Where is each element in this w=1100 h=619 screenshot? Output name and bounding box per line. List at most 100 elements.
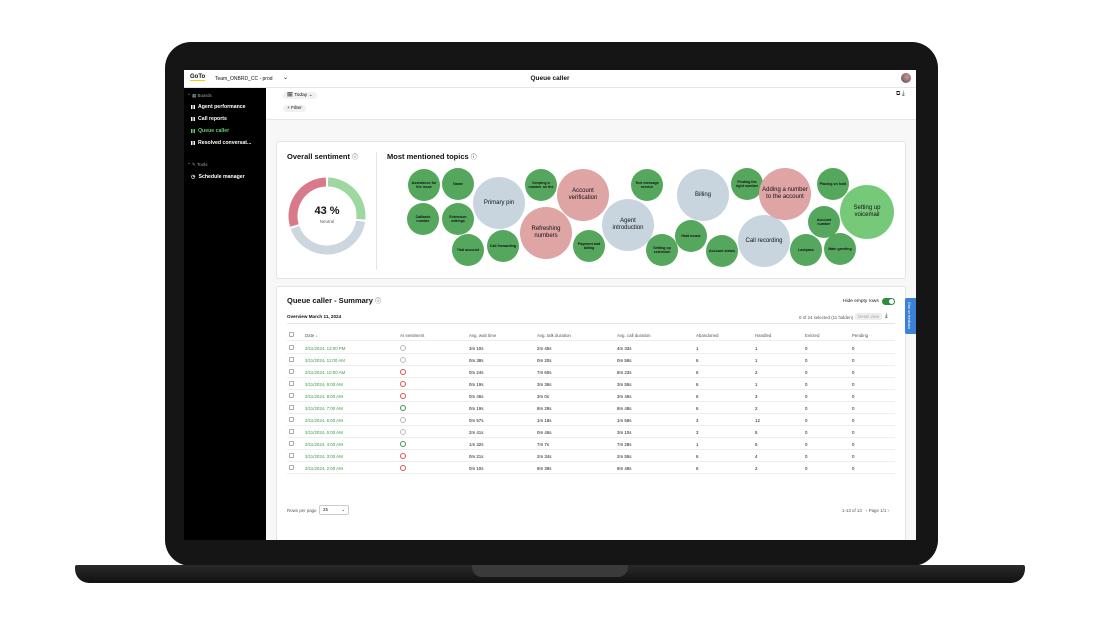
date-filter-button[interactable]: 🗓 Today ⌄ — [283, 92, 317, 99]
row-checkbox[interactable] — [289, 441, 294, 446]
sidebar-section-tools[interactable]: ⌃ ✎ Tools — [187, 162, 208, 167]
row-checkbox[interactable] — [289, 429, 294, 434]
column-header[interactable]: AI sentiment — [400, 333, 425, 338]
date-link[interactable]: 3/11/2024, 10:00 AM — [305, 370, 346, 375]
date-link[interactable]: 3/11/2024, 7:00 AM — [305, 406, 343, 411]
board-icon — [191, 105, 195, 109]
cell: 0 — [852, 406, 855, 411]
info-icon[interactable]: ⓘ — [352, 155, 359, 161]
date-link[interactable]: 3/11/2024, 5:00 AM — [305, 430, 343, 435]
detail-view-button[interactable]: Detail view — [855, 313, 883, 320]
table-row[interactable]: 3/11/2024, 11:00 AM 0m 38s 0m 20s 0m 58s 6 1 0… — [287, 354, 895, 366]
hide-empty-toggle[interactable] — [882, 298, 895, 305]
row-checkbox[interactable] — [289, 417, 294, 422]
table-row[interactable]: 3/11/2024, 10:00 AM 0m 24s 7m 60s 8m 23s 6 2 0… — [287, 366, 895, 378]
sidebar-item-resolved-conversations[interactable]: Resolved conversat... — [191, 140, 251, 146]
table-row[interactable]: 3/11/2024, 6:00 AM 0m 57s 1m 18s 1m 58s 3 12 0… — [287, 414, 895, 426]
row-checkbox[interactable] — [289, 465, 294, 470]
row-checkbox[interactable] — [289, 381, 294, 386]
download-icon[interactable]: ⤓ — [885, 313, 888, 319]
cell: 2 — [755, 370, 758, 375]
topic-bubble[interactable]: Keeping a number on the — [525, 169, 557, 201]
topic-bubble[interactable]: Agent introduction — [602, 199, 654, 251]
feedback-tab[interactable]: Give us feedback — [905, 298, 916, 334]
sidebar-item-agent-performance[interactable]: Agent performance — [191, 104, 246, 110]
row-checkbox[interactable] — [289, 405, 294, 410]
row-checkbox[interactable] — [289, 369, 294, 374]
select-all-checkbox[interactable] — [289, 332, 294, 337]
info-icon[interactable]: ⓘ — [470, 155, 477, 161]
topic-bubble[interactable]: Payment and billing — [573, 230, 605, 262]
topic-bubble[interactable]: Adding a number to the account — [759, 168, 811, 220]
column-header[interactable]: Avg. talk duration — [537, 333, 571, 338]
topic-label: Text message service — [635, 180, 659, 189]
topic-bubble[interactable]: Main greeting — [824, 233, 856, 265]
topic-bubble[interactable]: Setting up extension — [646, 234, 678, 266]
export-icon[interactable]: ⧉ ⤓ — [896, 91, 905, 97]
info-icon[interactable]: ⓘ — [374, 299, 381, 305]
row-checkbox[interactable] — [289, 345, 294, 350]
filter-label: Filter — [291, 106, 302, 111]
topic-bubble[interactable]: Primary pin — [473, 177, 525, 229]
topic-bubble[interactable]: Account number — [808, 206, 840, 238]
avatar[interactable] — [901, 73, 911, 83]
table-row[interactable]: 3/11/2024, 12:00 PM 3m 10s 2m 45s 4m 33s 1 1 0… — [287, 342, 895, 354]
column-header[interactable]: Pending — [852, 333, 869, 338]
pagination[interactable]: ‹ Page 1/1 › — [866, 508, 889, 513]
row-checkbox[interactable] — [289, 393, 294, 398]
column-header[interactable]: Date ↓ — [305, 333, 318, 338]
sidebar-item-schedule-manager[interactable]: ◷ Schedule manager — [191, 174, 245, 180]
rows-per-page-select[interactable]: 25 ⌄ — [319, 505, 349, 515]
topic-bubble[interactable]: Call forwarding — [487, 230, 519, 262]
topic-bubble[interactable]: Account status — [706, 235, 738, 267]
topic-bubble[interactable]: Finding the right number — [731, 168, 763, 200]
row-checkbox[interactable] — [289, 357, 294, 362]
column-header[interactable]: Handled — [755, 333, 772, 338]
date-link[interactable]: 3/11/2024, 3:00 AM — [305, 454, 343, 459]
topic-bubble[interactable]: Refreshing numbers — [520, 207, 572, 259]
table-row[interactable]: 3/11/2024, 4:00 AM 1m 32s 7m 7s 7m 28s 1 5 0 0 — [287, 438, 895, 450]
sidebar-section-boards[interactable]: ⌃ ▦ Boards — [187, 93, 212, 98]
sidebar-item-call-reports[interactable]: Call reports — [191, 116, 227, 122]
date-link[interactable]: 3/11/2024, 2:00 AM — [305, 466, 343, 471]
chevron-down-icon[interactable]: ⌄ — [283, 75, 289, 81]
row-checkbox[interactable] — [289, 453, 294, 458]
topic-bubble[interactable]: Call recording — [738, 215, 790, 267]
workspace-selector[interactable]: Team_ONBRD_CC - prod — [215, 76, 273, 82]
topic-bubble[interactable]: Trial account — [452, 234, 484, 266]
hide-empty-label: Hide empty rows — [843, 299, 879, 304]
topic-bubble[interactable]: Setting up voicemail — [840, 185, 894, 239]
sidebar-item-queue-caller[interactable]: Queue caller — [191, 128, 229, 134]
table-row[interactable]: 3/11/2024, 8:00 AM 0m 46s 3m 0s 3m 46s 6 3 0 0 — [287, 390, 895, 402]
donut-segment-negative — [288, 177, 327, 227]
table-row[interactable]: 3/11/2024, 2:00 AM 0m 10s 9m 39s 9m 48s 6 2 0 0 — [287, 462, 895, 474]
table-row[interactable]: 3/11/2024, 5:00 AM 2m 41s 0m 46s 3m 10s 3 5 0 0 — [287, 426, 895, 438]
topic-bubble[interactable]: Hold music — [675, 220, 707, 252]
column-header[interactable]: Abandoned — [696, 333, 719, 338]
date-link[interactable]: 3/11/2024, 8:00 AM — [305, 394, 343, 399]
topic-bubble[interactable]: Account verification — [557, 169, 609, 221]
date-link[interactable]: 3/11/2024, 4:00 AM — [305, 442, 343, 447]
cell: 0m 57s — [469, 418, 484, 423]
table-row[interactable]: 3/11/2024, 3:00 AM 0m 21s 2m 34s 2m 55s 6 4 0 0 — [287, 450, 895, 462]
column-header[interactable]: Evicted — [805, 333, 820, 338]
column-header[interactable]: Avg. wait time — [469, 333, 497, 338]
topic-label: Account verification — [568, 188, 598, 201]
add-filter-button[interactable]: + Filter — [283, 105, 306, 112]
sentiment-negative-icon — [400, 368, 406, 375]
topic-bubble[interactable]: Billing — [677, 169, 729, 221]
topic-bubble[interactable]: Lastpass — [790, 234, 822, 266]
topic-bubble[interactable]: Assistance for the issue — [408, 169, 440, 201]
table-row[interactable]: 3/11/2024, 7:00 AM 0m 19s 8m 29s 8m 48s 6 2 0 0 — [287, 402, 895, 414]
topic-bubble[interactable]: Name — [442, 168, 474, 200]
topic-bubble[interactable]: Text message service — [631, 169, 663, 201]
date-link[interactable]: 3/11/2024, 11:00 AM — [305, 358, 345, 363]
column-header[interactable]: Avg. call duration — [617, 333, 651, 338]
topic-bubble[interactable]: Placing on hold — [817, 168, 849, 200]
topic-bubble[interactable]: Callback number — [407, 203, 439, 235]
topic-bubble[interactable]: Extension settings — [442, 203, 474, 235]
date-link[interactable]: 3/11/2024, 6:00 AM — [305, 418, 343, 423]
table-row[interactable]: 3/11/2024, 9:00 AM 0m 19s 3m 36s 3m 55s 6 1 0 0 — [287, 378, 895, 390]
date-link[interactable]: 3/11/2024, 9:00 AM — [305, 382, 343, 387]
date-link[interactable]: 3/11/2024, 12:00 PM — [305, 346, 346, 351]
